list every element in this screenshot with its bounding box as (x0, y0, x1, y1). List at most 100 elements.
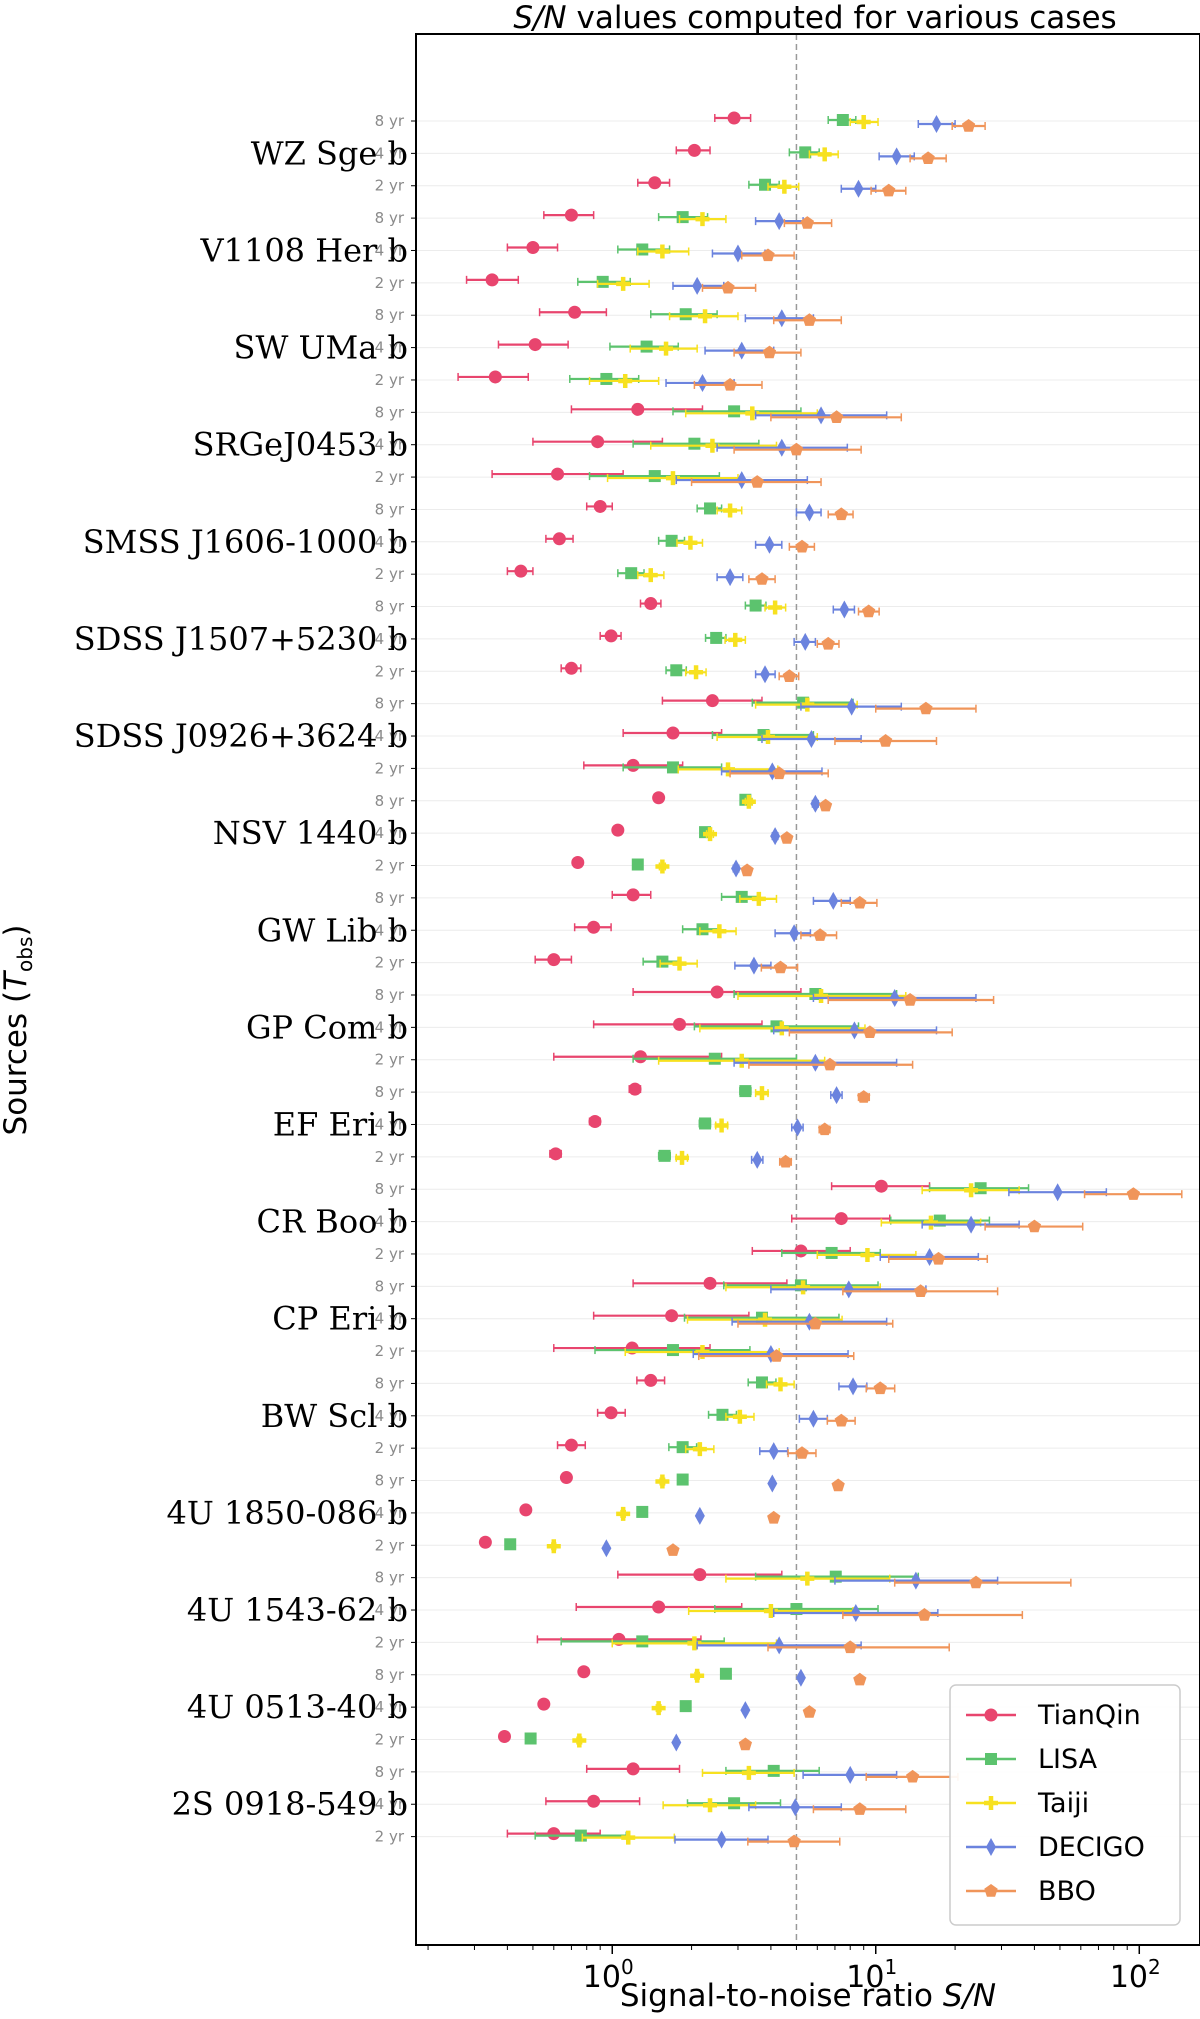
data-point-taiji (764, 600, 787, 615)
legend-label: DECIGO (1038, 1832, 1145, 1863)
data-point-tianqin (830, 1179, 931, 1193)
data-point-bbo (831, 1478, 845, 1492)
data-point-marker (818, 1122, 832, 1136)
data-point-marker (1027, 1219, 1042, 1233)
data-point-marker (478, 1535, 492, 1549)
data-point-tianqin (577, 1665, 591, 1679)
source-label: GW Lib b (257, 911, 408, 949)
data-point-marker (816, 406, 827, 425)
data-point-taiji (637, 568, 665, 583)
data-point-marker (796, 1280, 811, 1295)
duration-label: 4 yr (375, 1407, 405, 1425)
duration-label: 4 yr (375, 1698, 405, 1716)
data-point-bbo (853, 1672, 867, 1686)
data-point-marker (745, 406, 760, 421)
data-point-taiji (725, 1571, 891, 1586)
data-point-marker (734, 1053, 749, 1068)
data-point-marker (628, 1082, 642, 1096)
duration-label: 8 yr (375, 209, 405, 227)
data-point-taiji (675, 1150, 690, 1165)
data-point-marker (800, 632, 811, 651)
data-point-marker (571, 856, 585, 870)
data-point-bbo (818, 1122, 832, 1136)
data-point-marker (846, 697, 857, 716)
data-point-marker (666, 761, 679, 774)
legend-item-decigo: DECIGO (966, 1832, 1145, 1863)
data-point-marker (850, 1604, 861, 1623)
data-point-marker (643, 568, 658, 583)
data-point-marker (795, 1668, 806, 1687)
data-point-marker (853, 1672, 867, 1686)
data-point-bbo (770, 410, 903, 423)
data-point-marker (735, 890, 748, 903)
data-point-tianqin (478, 1535, 492, 1549)
data-point-marker (800, 216, 814, 229)
duration-label: 8 yr (375, 1763, 405, 1781)
data-point-marker (802, 1705, 817, 1718)
data-point-marker (651, 1701, 666, 1716)
data-point-marker (777, 179, 792, 194)
data-point-lisa (827, 114, 857, 126)
data-point-marker (564, 208, 578, 222)
y-axis-title: Sources (Tobs) (0, 925, 37, 1136)
duration-label: 2 yr (375, 1245, 405, 1263)
data-point-marker (917, 1608, 932, 1621)
data-point-marker (618, 373, 633, 388)
data-point-lisa (707, 1408, 738, 1421)
data-point-taiji (725, 1409, 755, 1424)
data-point-marker (670, 664, 683, 677)
source-label: 4U 1543-62 b (187, 1591, 408, 1629)
data-point-marker (836, 114, 849, 126)
data-point-bbo (834, 734, 938, 747)
data-point-marker (808, 1409, 819, 1428)
data-point-marker (673, 1017, 687, 1031)
data-point-bbo (865, 1381, 896, 1395)
data-point-decigo (671, 1733, 682, 1752)
data-point-tianqin (545, 532, 574, 546)
data-point-marker (546, 1539, 561, 1554)
data-point-marker (889, 988, 900, 1007)
data-point-marker (596, 275, 609, 288)
data-point-marker (751, 891, 766, 906)
data-point-taiji (765, 1377, 795, 1392)
data-point-marker (687, 143, 701, 157)
data-point-bbo (738, 1737, 752, 1751)
data-point-marker (903, 993, 917, 1006)
data-point-marker (731, 859, 742, 878)
data-point-decigo (748, 1798, 843, 1817)
data-point-marker (848, 1377, 859, 1396)
data-point-marker (631, 858, 644, 871)
duration-label: 2 yr (375, 565, 405, 583)
data-point-marker (564, 1438, 578, 1452)
data-point-bbo (816, 636, 840, 650)
x-tick-label: 102 (1110, 1955, 1161, 1995)
x-tick-label: 101 (846, 1955, 897, 1995)
data-point-decigo (795, 1668, 806, 1687)
data-point-decigo (774, 924, 812, 943)
duration-label: 2 yr (375, 371, 405, 389)
duration-label: 8 yr (375, 403, 405, 421)
data-point-taiji (716, 503, 743, 518)
data-point-marker (862, 604, 876, 618)
data-point-marker (921, 151, 935, 164)
data-point-marker (961, 119, 976, 132)
data-point-marker (692, 276, 703, 295)
data-point-tianqin (585, 1762, 681, 1776)
data-point-decigo (802, 1765, 898, 1784)
data-point-decigo (800, 697, 903, 716)
data-point-marker (721, 762, 736, 777)
data-point-marker (728, 405, 741, 418)
data-point-tianqin (556, 1438, 587, 1452)
data-point-lisa (657, 1149, 671, 1162)
data-point-marker (712, 924, 727, 939)
duration-label: 4 yr (375, 921, 405, 939)
duration-label: 2 yr (375, 662, 405, 680)
data-point-marker (800, 1571, 815, 1586)
data-point-marker (625, 567, 638, 580)
data-point-bbo (733, 345, 802, 359)
duration-label: 2 yr (375, 759, 405, 777)
data-point-marker (738, 1737, 752, 1751)
data-point-lisa (698, 1117, 712, 1130)
data-point-bbo (698, 1349, 855, 1362)
data-point-tianqin (532, 435, 664, 449)
